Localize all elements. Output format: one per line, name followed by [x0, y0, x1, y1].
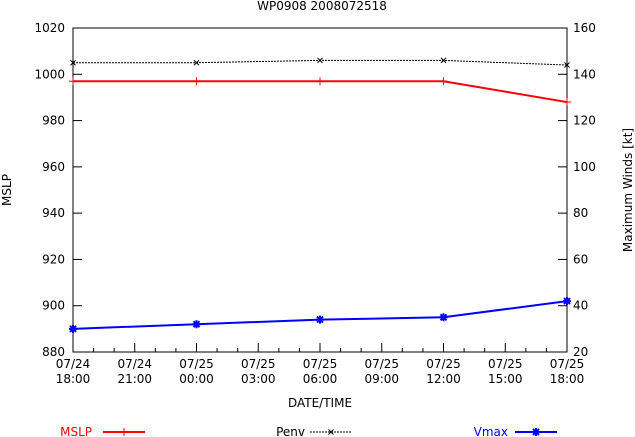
y-axis-label: MSLP	[0, 174, 14, 206]
y2-tick-label: 20	[573, 345, 588, 359]
data-point-vmax	[563, 297, 571, 306]
y2-tick-label: 100	[573, 160, 596, 174]
chart-title: WP0908 2008072518	[257, 0, 387, 13]
data-point-penv	[193, 59, 200, 66]
data-point-penv	[70, 59, 76, 66]
x-tick-label-time: 18:00	[550, 372, 585, 386]
y2-axis-label: Maximum Winds [kt]	[621, 128, 635, 252]
data-point-vmax	[316, 315, 324, 324]
x-tick-label-time: 15:00	[488, 372, 523, 386]
data-point-penv	[440, 57, 447, 64]
x-tick-label-time: 03:00	[241, 372, 276, 386]
y2-tick-label: 120	[573, 114, 596, 128]
y-tick-label: 980	[42, 114, 65, 128]
x-tick-label-date: 07/25	[488, 357, 523, 371]
x-tick-label-time: 09:00	[364, 372, 399, 386]
x-tick-label-date: 07/24	[56, 357, 91, 371]
legend-label: MSLP	[60, 425, 92, 437]
series-line-vmax	[72, 300, 568, 330]
y-tick-label: 1000	[34, 67, 65, 81]
y-tick-label: 960	[42, 160, 65, 174]
x-tick-label-date: 07/24	[117, 357, 152, 371]
x-tick-label-time: 12:00	[426, 372, 461, 386]
data-point-vmax	[439, 313, 448, 322]
legend-item-mslp: MSLP	[60, 425, 145, 437]
plot-frame	[72, 27, 568, 353]
y-tick-label: 880	[42, 345, 65, 359]
x-tick-label-date: 07/25	[550, 357, 585, 371]
legend-marker	[328, 429, 334, 435]
x-tick-label-date: 07/25	[179, 357, 214, 371]
y2-tick-label: 40	[573, 299, 588, 313]
data-point-vmax	[69, 324, 77, 333]
x-tick-label-time: 06:00	[303, 372, 338, 386]
data-point-vmax	[192, 320, 201, 329]
legend-item-penv: Penv	[276, 425, 352, 437]
legend-label: Penv	[276, 425, 305, 437]
series-vmax	[69, 297, 571, 333]
y2-tick-label: 140	[573, 67, 596, 81]
x-tick-label-date: 07/25	[426, 357, 461, 371]
y-tick-label: 1020	[34, 21, 65, 35]
y-tick-label: 900	[42, 299, 65, 313]
x-tick-label-date: 07/25	[303, 357, 338, 371]
x-tick-label-time: 00:00	[179, 372, 214, 386]
data-point-penv	[317, 57, 323, 64]
y2-tick-label: 60	[573, 252, 588, 266]
legend-label: Vmax	[474, 425, 508, 437]
y2-tick-label: 160	[573, 21, 596, 35]
legend-item-vmax: Vmax	[474, 425, 557, 437]
data-point-penv	[564, 62, 570, 68]
legend-marker	[532, 428, 540, 436]
series-mslp	[69, 77, 571, 107]
x-axis-label: DATE/TIME	[288, 396, 352, 410]
x-tick-label-time: 21:00	[117, 372, 152, 386]
x-tick-label-time: 18:00	[56, 372, 91, 386]
x-tick-label-date: 07/25	[241, 357, 276, 371]
x-tick-label-date: 07/25	[364, 357, 399, 371]
y-tick-label: 940	[42, 206, 65, 220]
series-penv	[70, 57, 570, 68]
y2-tick-label: 80	[573, 206, 588, 220]
y-tick-label: 920	[42, 252, 65, 266]
